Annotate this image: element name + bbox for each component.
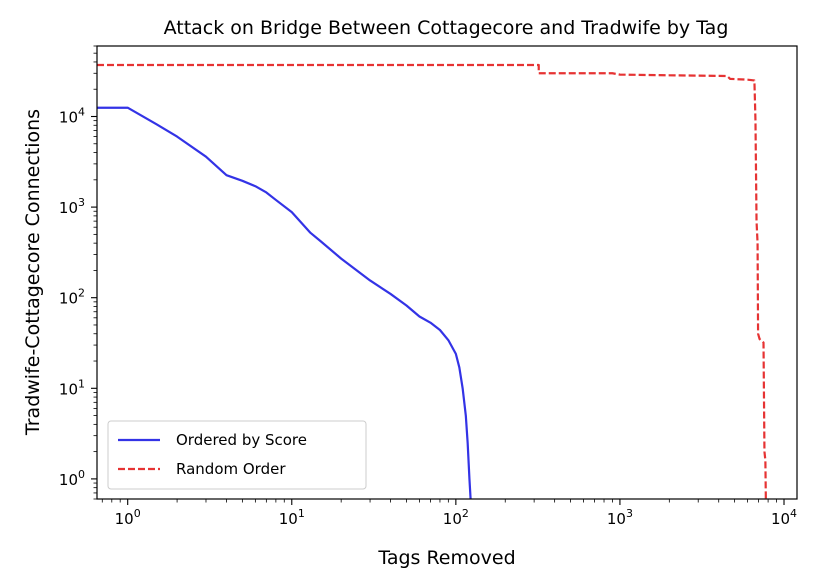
y-tick-label: 100 [59, 468, 85, 489]
legend: Ordered by Score Random Order [107, 420, 367, 490]
plot-frame [96, 45, 798, 500]
y-ticks: 100 101 102 103 104 [59, 45, 97, 500]
x-tick-label: 100 [115, 507, 141, 528]
y-axis-label: Tradwife-Cottagecore Connections [22, 109, 44, 436]
legend-box [107, 420, 367, 490]
legend-label-ordered-by-score: Ordered by Score [176, 431, 307, 449]
chart-title: Attack on Bridge Between Cottagecore and… [164, 17, 729, 39]
y-tick-label: 103 [59, 196, 85, 217]
y-tick-label: 101 [59, 377, 85, 398]
x-axis-label: Tags Removed [377, 547, 515, 569]
x-tick-label: 102 [443, 507, 469, 528]
x-tick-label: 104 [771, 507, 797, 528]
legend-label-random-order: Random Order [176, 460, 286, 478]
x-tick-label: 103 [607, 507, 633, 528]
series-line-random-order [97, 63, 767, 500]
series-line-ordered-by-score [97, 106, 472, 500]
series-layer [97, 63, 767, 500]
x-ticks: 100 101 102 103 104 [101, 499, 797, 528]
x-tick-label: 101 [279, 507, 305, 528]
y-tick-label: 102 [59, 287, 85, 308]
y-tick-label: 104 [59, 106, 85, 127]
